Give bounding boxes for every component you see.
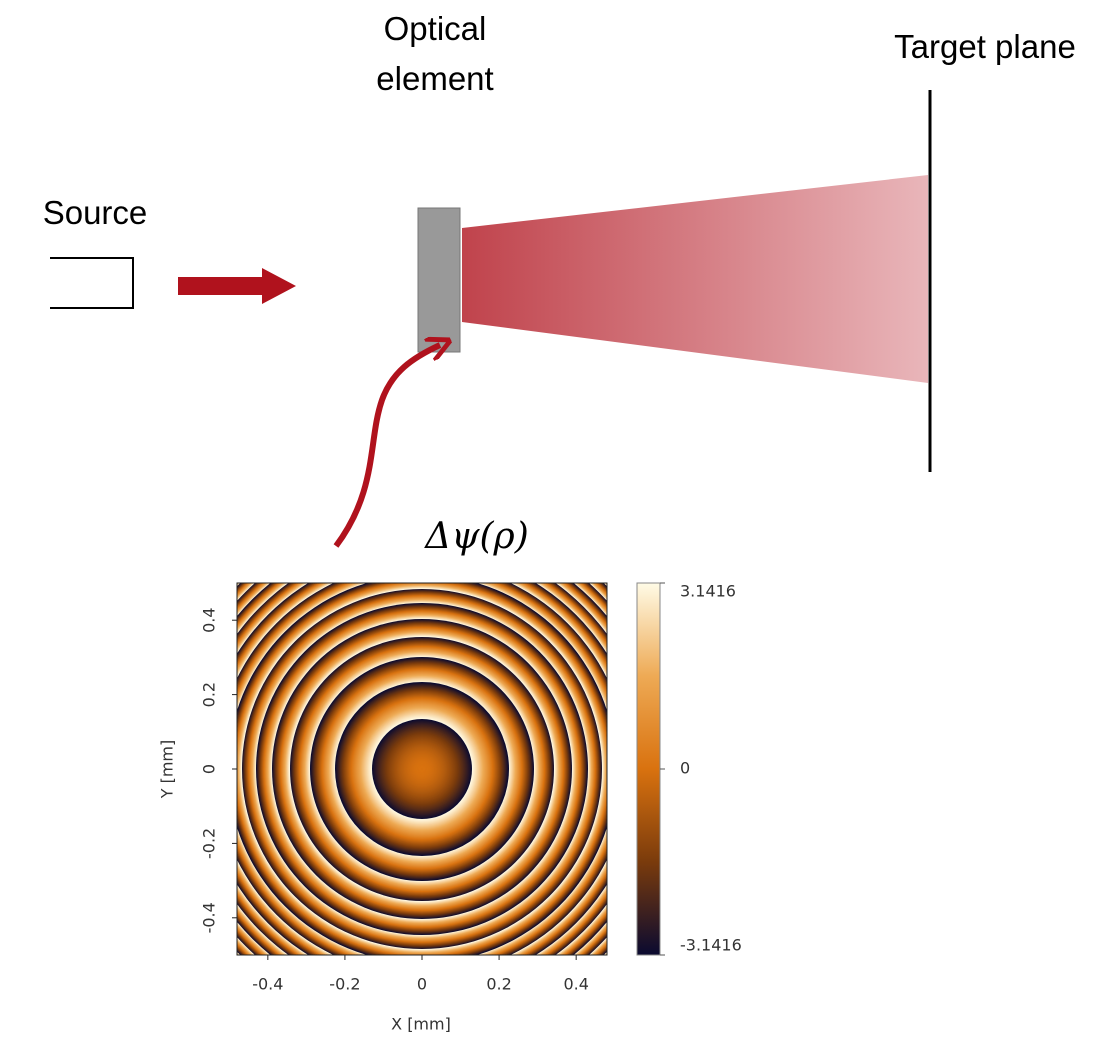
figure: Source Optical element Target plane Δψ(ρ… (0, 0, 1104, 1050)
optical-element (418, 208, 460, 352)
source-box (50, 258, 133, 308)
x-tick-label: 0.4 (563, 975, 588, 994)
y-axis-label: Y [mm] (158, 740, 177, 800)
target-plane-label: Target plane (894, 28, 1076, 65)
colorbar-tick-label: 0 (680, 759, 690, 778)
beam (462, 175, 928, 383)
y-tick-label: 0.2 (200, 682, 219, 707)
y-tick-label: 0 (200, 764, 219, 774)
page: Source Optical element Target plane Δψ(ρ… (0, 0, 1104, 1050)
x-tick-label: -0.4 (252, 975, 283, 994)
colorbar-tick-label: 3.1416 (680, 582, 736, 601)
phase-ring (421, 768, 423, 770)
x-axis-label: X [mm] (391, 1015, 451, 1034)
y-tick-label: -0.4 (200, 902, 219, 933)
source-label: Source (43, 194, 148, 231)
plot-title: Δψ(ρ) (423, 516, 528, 557)
optical-element-label: Optical (384, 10, 487, 47)
x-tick-label: -0.2 (329, 975, 360, 994)
optical-element-label: element (376, 60, 493, 97)
y-tick-label: -0.2 (200, 828, 219, 859)
x-tick-label: 0.2 (486, 975, 511, 994)
colorbar-tick-label: -3.1416 (680, 936, 742, 955)
colorbar (637, 583, 660, 955)
beam-arrow (178, 268, 296, 304)
x-tick-label: 0 (417, 975, 427, 994)
y-tick-label: 0.4 (200, 607, 219, 632)
